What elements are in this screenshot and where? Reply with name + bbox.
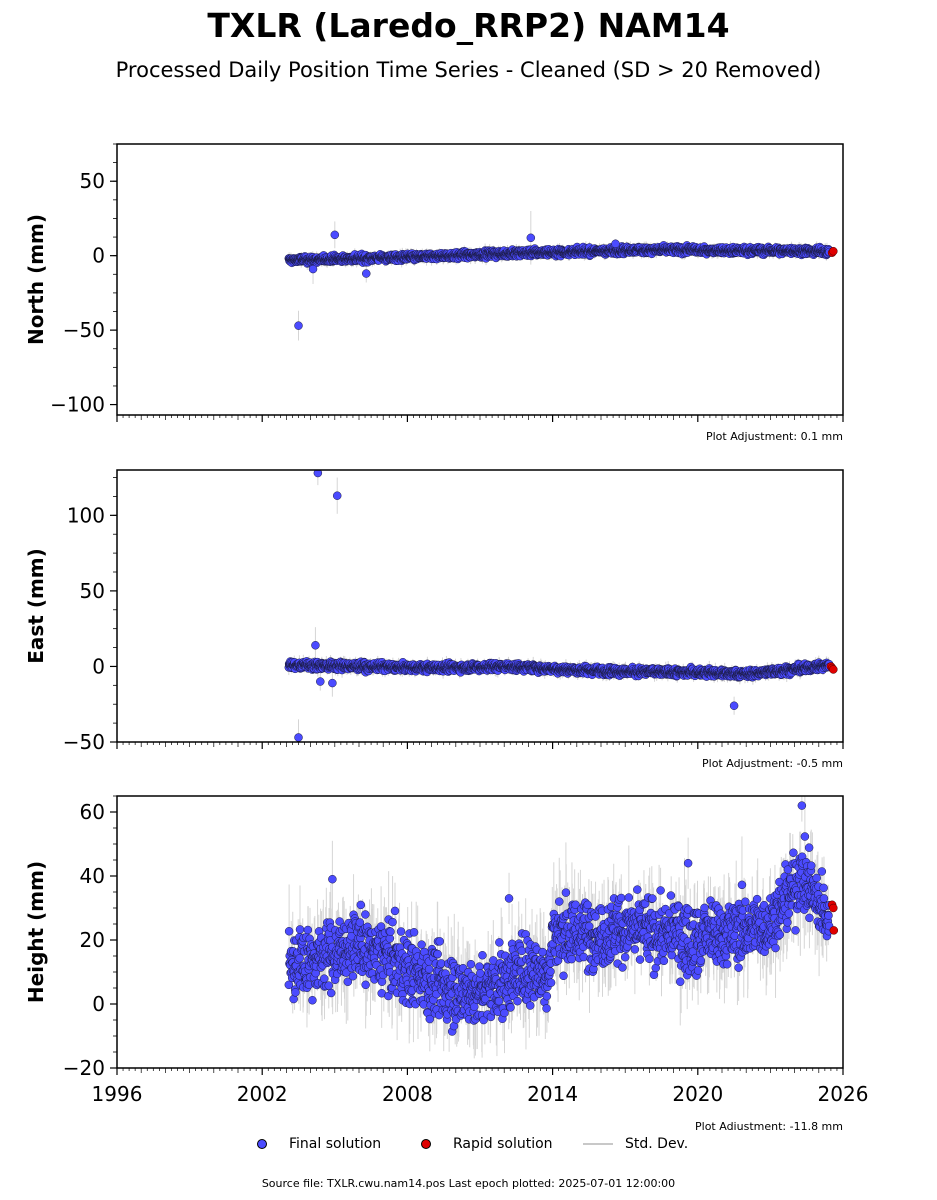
east-data: [284, 470, 838, 742]
east-final-points: [284, 470, 834, 742]
east-std-dev-bars: [288, 470, 830, 742]
chart-area: 50 0 −50 −100 North (mm) Plot Adjustment: 0.1…: [24, 143, 868, 1130]
chart-title: TXLR (Laredo_RRP2) NAM14: [207, 6, 730, 45]
y-tick-label: −100: [50, 393, 105, 417]
north-plot-adjustment: Plot Adjustment: 0.1 mm: [706, 430, 843, 443]
chart-subtitle: Processed Daily Position Time Series - C…: [115, 58, 822, 82]
y-tick-label: −50: [63, 318, 105, 342]
outlier-point: [526, 233, 536, 243]
rapid-point: [829, 246, 838, 256]
north-rapid-points: [827, 246, 838, 257]
north-final-points: [284, 230, 834, 330]
north-y-axis-title: North (mm): [24, 214, 48, 345]
y-tick-label: 50: [80, 169, 105, 193]
outlier-point: [294, 321, 303, 330]
outlier-point: [308, 264, 318, 274]
panel-north: 50 0 −50 −100 North (mm) Plot Adjustment: 0.1…: [24, 143, 844, 443]
outlier-point: [330, 230, 340, 240]
y-tick-label: 0: [92, 244, 105, 268]
north-frame: [116, 143, 844, 416]
north-data: [284, 211, 838, 341]
outlier-point: [611, 239, 620, 249]
outlier-point: [362, 269, 371, 278]
